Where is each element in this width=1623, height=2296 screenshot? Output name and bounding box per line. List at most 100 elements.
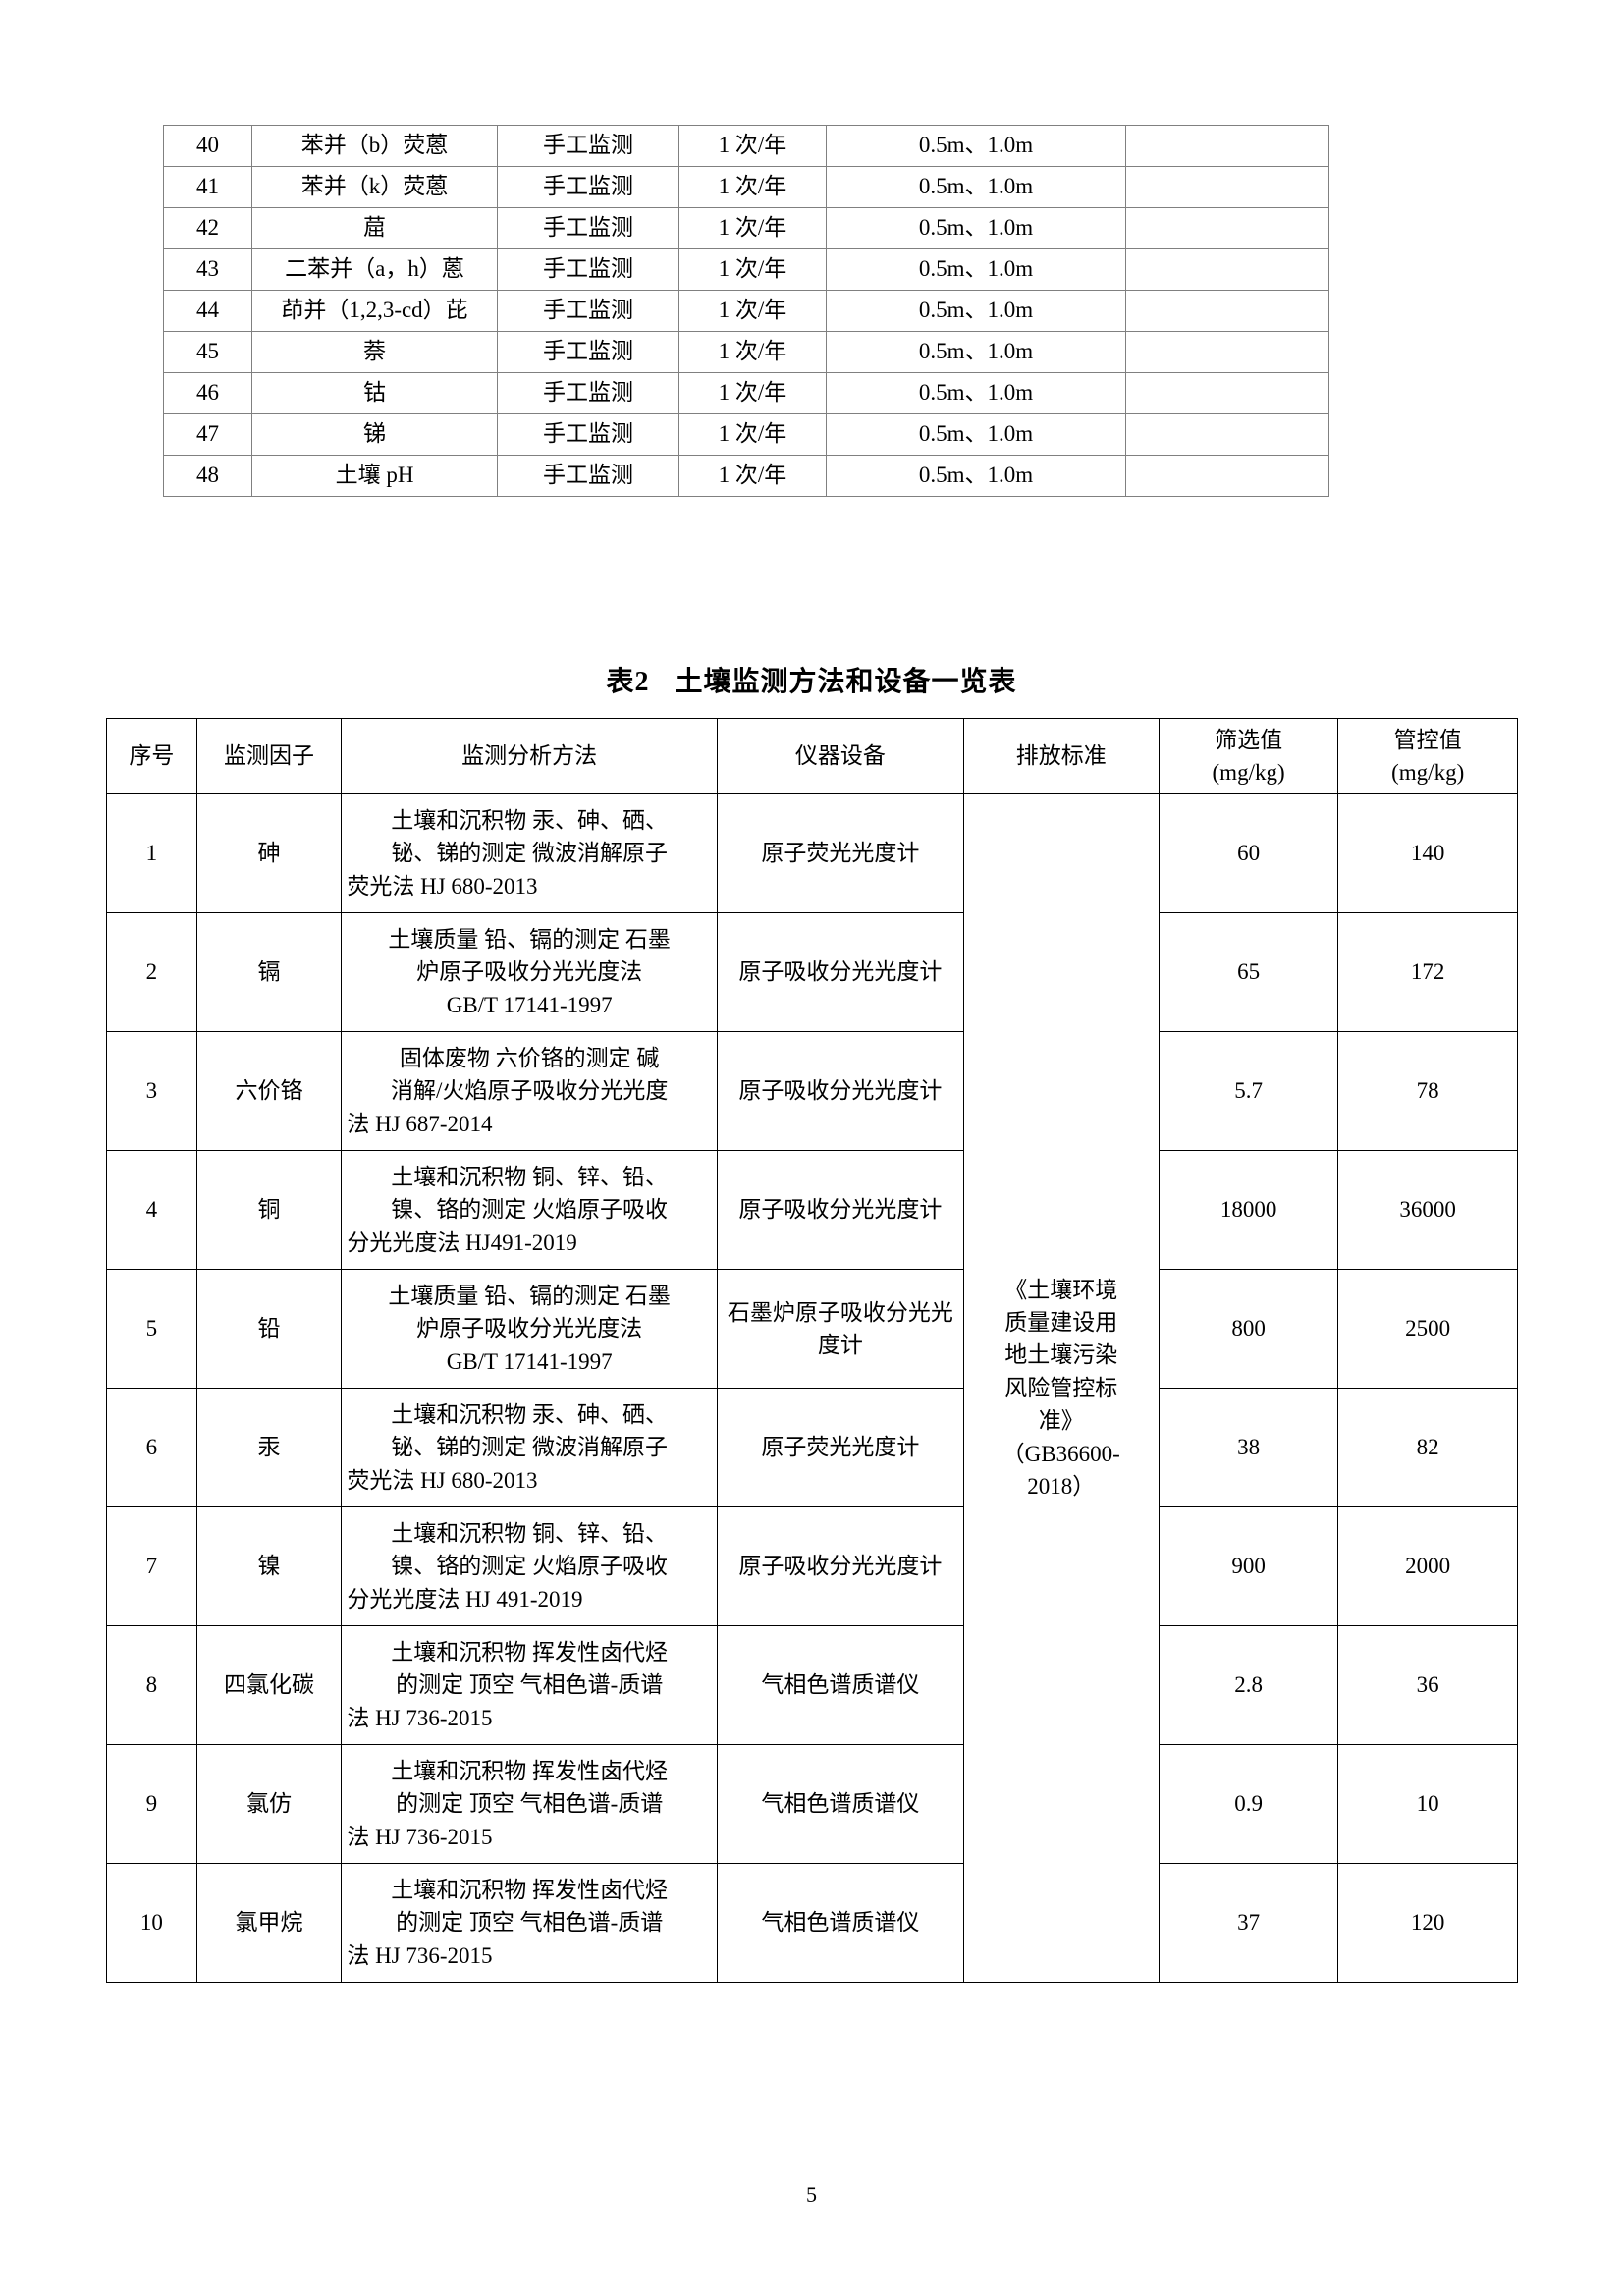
table-row: 3 六价铬 固体废物 六价铬的测定 碱 消解/火焰原子吸收分光光度 法 HJ 6… bbox=[106, 1031, 1518, 1151]
row-factor: 六价铬 bbox=[195, 1031, 343, 1151]
row-factor: 苯并（k）荧蒽 bbox=[251, 166, 498, 208]
header-screening-line2: (mg/kg) bbox=[1212, 760, 1285, 785]
row-control-value: 78 bbox=[1337, 1031, 1518, 1151]
row-depth: 0.5m、1.0m bbox=[826, 290, 1126, 332]
method-line: 铋、锑的测定 微波消解原子 bbox=[391, 841, 669, 866]
method-line: 镍、铬的测定 火焰原子吸收 bbox=[391, 1554, 669, 1579]
table2: 序号 监测因子 监测分析方法 仪器设备 排放标准 筛选值 (mg/kg) 管控值… bbox=[106, 718, 1518, 1983]
row-no: 43 bbox=[163, 248, 252, 291]
method-line: 铋、锑的测定 微波消解原子 bbox=[391, 1435, 669, 1460]
row-no: 42 bbox=[163, 207, 252, 249]
row-method: 手工监测 bbox=[497, 372, 679, 414]
row-factor: 砷 bbox=[195, 793, 343, 913]
row-no: 45 bbox=[163, 331, 252, 373]
row-no: 41 bbox=[163, 166, 252, 208]
row-control-value: 2500 bbox=[1337, 1269, 1518, 1389]
header-standard: 排放标准 bbox=[962, 718, 1160, 794]
table-row: 6 汞 土壤和沉积物 汞、砷、硒、 铋、锑的测定 微波消解原子 荧光法 HJ 6… bbox=[106, 1388, 1518, 1507]
table2-head: 序号 监测因子 监测分析方法 仪器设备 排放标准 筛选值 (mg/kg) 管控值… bbox=[106, 718, 1518, 794]
header-screening-value: 筛选值 (mg/kg) bbox=[1158, 718, 1339, 794]
table-row: 10 氯甲烷 土壤和沉积物 挥发性卤代烃 的测定 顶空 气相色谱-质谱 法 HJ… bbox=[106, 1863, 1518, 1983]
table1: 40 苯并（b）荧蒽 手工监测 1 次/年 0.5m、1.0m 41 苯并（k）… bbox=[163, 125, 1329, 497]
header-no: 序号 bbox=[106, 718, 197, 794]
table-row: 48 土壤 pH 手工监测 1 次/年 0.5m、1.0m bbox=[163, 455, 1329, 497]
row-blank bbox=[1125, 125, 1329, 167]
row-control-value: 82 bbox=[1337, 1388, 1518, 1507]
method-line: 土壤和沉积物 挥发性卤代烃 bbox=[391, 1639, 669, 1665]
table2-caption: 表2 土壤监测方法和设备一览表 bbox=[0, 660, 1623, 699]
row-blank bbox=[1125, 207, 1329, 249]
table-row: 2 镉 土壤质量 铅、镉的测定 石墨 炉原子吸收分光光度法 GB/T 17141… bbox=[106, 912, 1518, 1032]
table2-caption-text: 土壤监测方法和设备一览表 bbox=[675, 667, 1017, 697]
table-row: 46 钴 手工监测 1 次/年 0.5m、1.0m bbox=[163, 372, 1329, 414]
header-screening-line1: 筛选值 bbox=[1215, 727, 1283, 752]
row-blank bbox=[1125, 372, 1329, 414]
row-method: 手工监测 bbox=[497, 207, 679, 249]
method-line: 的测定 顶空 气相色谱-质谱 bbox=[396, 1791, 664, 1817]
row-factor: 氯仿 bbox=[195, 1744, 343, 1864]
row-factor: 萘 bbox=[251, 331, 498, 373]
row-freq: 1 次/年 bbox=[678, 290, 827, 332]
row-factor: 土壤 pH bbox=[251, 455, 498, 497]
row-instrument: 原子荧光光度计 bbox=[717, 1388, 964, 1507]
row-emission-standard: 《土壤环境 质量建设用 地土壤污染 风险管控标 准》 （GB36600- 201… bbox=[962, 793, 1160, 1983]
row-factor: 铅 bbox=[195, 1269, 343, 1389]
row-instrument: 气相色谱质谱仪 bbox=[717, 1744, 964, 1864]
row-screening-value: 65 bbox=[1158, 912, 1339, 1032]
table-row: 1 砷 土壤和沉积物 汞、砷、硒、 铋、锑的测定 微波消解原子 荧光法 HJ 6… bbox=[106, 793, 1518, 1983]
row-factor: 苯并（b）荧蒽 bbox=[251, 125, 498, 167]
method-line: 分光光度法 HJ 491-2019 bbox=[347, 1586, 583, 1612]
method-line: 土壤和沉积物 铜、锌、铅、 bbox=[391, 1164, 669, 1189]
row-no: 40 bbox=[163, 125, 252, 167]
table1-body: 40 苯并（b）荧蒽 手工监测 1 次/年 0.5m、1.0m 41 苯并（k）… bbox=[163, 125, 1329, 497]
header-instrument: 仪器设备 bbox=[717, 718, 964, 794]
method-line: 的测定 顶空 气相色谱-质谱 bbox=[396, 1910, 664, 1936]
row-method: 手工监测 bbox=[497, 455, 679, 497]
row-no: 5 bbox=[106, 1269, 197, 1389]
method-line: 土壤和沉积物 挥发性卤代烃 bbox=[391, 1758, 669, 1783]
row-no: 9 bbox=[106, 1744, 197, 1864]
row-method: 固体废物 六价铬的测定 碱 消解/火焰原子吸收分光光度 法 HJ 687-201… bbox=[341, 1031, 719, 1151]
row-screening-value: 37 bbox=[1158, 1863, 1339, 1983]
standard-line: 质量建设用 bbox=[1004, 1310, 1118, 1336]
standard-line: （GB36600- bbox=[1001, 1441, 1120, 1466]
method-line: 荧光法 HJ 680-2013 bbox=[347, 873, 538, 899]
row-blank bbox=[1125, 248, 1329, 291]
table-row: 4 铜 土壤和沉积物 铜、锌、铅、 镍、铬的测定 火焰原子吸收 分光光度法 HJ… bbox=[106, 1150, 1518, 1270]
row-blank bbox=[1125, 290, 1329, 332]
method-line: 土壤和沉积物 挥发性卤代烃 bbox=[391, 1877, 669, 1902]
row-blank bbox=[1125, 166, 1329, 208]
row-instrument: 石墨炉原子吸收分光光度计 bbox=[717, 1269, 964, 1389]
row-method: 土壤和沉积物 汞、砷、硒、 铋、锑的测定 微波消解原子 荧光法 HJ 680-2… bbox=[341, 1388, 719, 1507]
row-method: 手工监测 bbox=[497, 413, 679, 456]
soil-monitoring-methods-table: 序号 监测因子 监测分析方法 仪器设备 排放标准 筛选值 (mg/kg) 管控值… bbox=[106, 718, 1518, 1983]
row-control-value: 172 bbox=[1337, 912, 1518, 1032]
table-row: 41 苯并（k）荧蒽 手工监测 1 次/年 0.5m、1.0m bbox=[163, 166, 1329, 208]
row-no: 6 bbox=[106, 1388, 197, 1507]
row-depth: 0.5m、1.0m bbox=[826, 207, 1126, 249]
row-screening-value: 800 bbox=[1158, 1269, 1339, 1389]
row-instrument: 原子吸收分光光度计 bbox=[717, 1150, 964, 1270]
row-freq: 1 次/年 bbox=[678, 455, 827, 497]
row-depth: 0.5m、1.0m bbox=[826, 455, 1126, 497]
row-freq: 1 次/年 bbox=[678, 166, 827, 208]
row-factor: 镍 bbox=[195, 1506, 343, 1626]
row-screening-value: 18000 bbox=[1158, 1150, 1339, 1270]
row-depth: 0.5m、1.0m bbox=[826, 331, 1126, 373]
method-line: 土壤和沉积物 汞、砷、硒、 bbox=[391, 807, 669, 833]
page-number: 5 bbox=[806, 2182, 817, 2207]
table2-header-row: 序号 监测因子 监测分析方法 仪器设备 排放标准 筛选值 (mg/kg) 管控值… bbox=[106, 718, 1518, 794]
row-screening-value: 60 bbox=[1158, 793, 1339, 913]
row-method: 手工监测 bbox=[497, 166, 679, 208]
row-factor: 氯甲烷 bbox=[195, 1863, 343, 1983]
method-line: GB/T 17141-1997 bbox=[446, 992, 613, 1017]
row-control-value: 120 bbox=[1337, 1863, 1518, 1983]
row-control-value: 2000 bbox=[1337, 1506, 1518, 1626]
row-method: 土壤和沉积物 铜、锌、铅、 镍、铬的测定 火焰原子吸收 分光光度法 HJ491-… bbox=[341, 1150, 719, 1270]
method-line: 炉原子吸收分光光度法 bbox=[416, 1316, 643, 1341]
row-control-value: 140 bbox=[1337, 793, 1518, 913]
row-screening-value: 0.9 bbox=[1158, 1744, 1339, 1864]
row-freq: 1 次/年 bbox=[678, 248, 827, 291]
table2-body: 1 砷 土壤和沉积物 汞、砷、硒、 铋、锑的测定 微波消解原子 荧光法 HJ 6… bbox=[106, 793, 1518, 1983]
